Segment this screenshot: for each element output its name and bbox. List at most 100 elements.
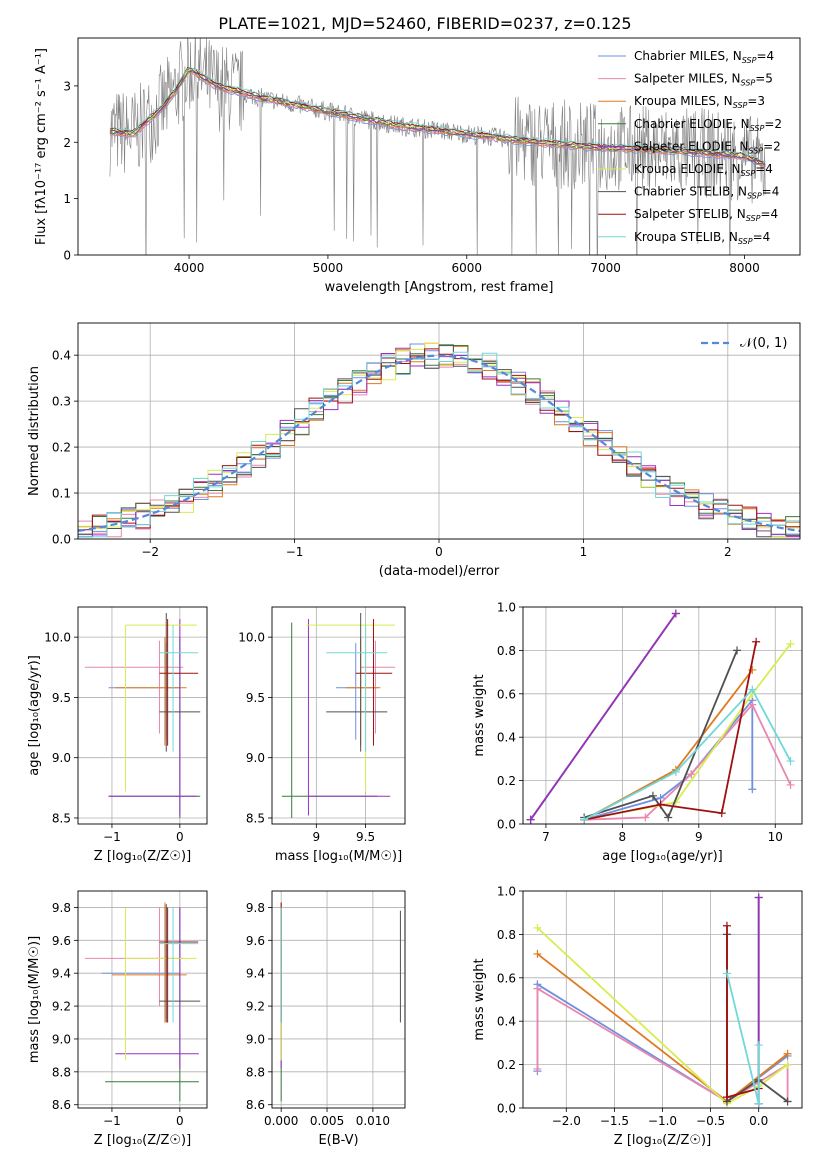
residuals-marks	[78, 342, 800, 538]
weight-line-salpeter-stelib	[726, 925, 759, 1099]
y-tick-label: 1.0	[497, 885, 516, 899]
errorbar-point	[159, 904, 201, 1023]
y-axis-label: mass weight	[472, 958, 487, 1040]
y-tick-label: 0.4	[497, 731, 516, 745]
x-tick-label: −0.5	[696, 1114, 725, 1128]
weight-line-salpeter-elodie	[529, 612, 677, 821]
spectrum-legend: Chabrier MILES, NSSP=4 Salpeter MILES, NS…	[598, 49, 782, 246]
weight-marker	[648, 791, 657, 800]
weight-marker	[717, 809, 726, 818]
mass_vs_Z-frame	[77, 890, 208, 1109]
y-tick-label: 9.5	[52, 691, 71, 705]
x-tick-label: −1.5	[600, 1114, 629, 1128]
weight-line-chabrier-stelib	[726, 934, 789, 1104]
errorbar-point	[307, 619, 391, 816]
legend-entry: 𝒩(0, 1)	[740, 336, 787, 351]
x-tick-label: 6000	[451, 261, 482, 275]
y-tick-label: 0	[63, 249, 71, 263]
y-axis-label: mass weight	[472, 674, 487, 756]
errorbar-point	[306, 624, 396, 792]
x-tick-label: 7	[542, 830, 550, 844]
y-tick-label: 8.8	[52, 1065, 71, 1079]
x-axis-label: Z [log₁₀(Z/Z☉)]	[614, 1133, 711, 1148]
model-spectrum-chabrier-miles	[109, 71, 766, 170]
errorbar-point	[125, 624, 197, 792]
y-tick-label: 3	[63, 79, 71, 93]
weight-line-salpeter-stelib	[584, 641, 757, 821]
weight-marker	[671, 609, 680, 618]
residuals-frame	[77, 322, 801, 540]
errorbar-point	[125, 907, 197, 1061]
weight-marker	[783, 1060, 792, 1069]
x-tick-label: 5000	[313, 261, 344, 275]
x-tick-label: 0	[176, 830, 184, 844]
errorbar-point	[115, 907, 199, 1069]
y-tick-label: 0.2	[52, 441, 71, 455]
weight_vs_age-frame	[522, 606, 803, 825]
errorbar-point	[159, 619, 199, 746]
y-axis-label: mass [log₁₀(M/M☉)]	[27, 936, 42, 1063]
weight-marker	[748, 785, 757, 794]
x-tick-label: −1.0	[648, 1114, 677, 1128]
spectrum-frame	[77, 37, 801, 256]
mass_vs_EBV-axes: 0.000 0.005 0.010 8.6 8.8 9.0 9.2 9.4 9.6 9.8 E(B-…	[246, 891, 405, 1148]
y-tick-label: 1.0	[497, 601, 516, 615]
legend-entry: Kroupa ELODIE, NSSP=4	[634, 162, 773, 178]
y-tick-label: 0.4	[52, 349, 71, 363]
x-tick-label: 0.010	[356, 1114, 390, 1128]
weight-marker	[533, 949, 542, 958]
y-tick-label: 9.8	[52, 901, 71, 915]
x-tick-label: −1	[103, 1114, 121, 1128]
weight_vs_age-marks	[526, 609, 795, 824]
y-axis-label: Normed distribution	[27, 366, 42, 496]
model-spectrum-salpeter-miles	[109, 71, 766, 168]
x-axis-label: (data-model)/error	[379, 564, 500, 579]
weight-marker	[641, 813, 650, 822]
legend-entry: Chabrier MILES, NSSP=4	[634, 49, 774, 65]
y-axis-label: Flux [fλ10⁻¹⁷ erg cm⁻² s⁻¹ A⁻¹]	[34, 48, 49, 245]
data-spectrum-line	[109, 38, 766, 255]
spectrum-marks	[109, 38, 766, 255]
y-tick-label: 0.6	[497, 971, 516, 985]
y-tick-label: 9.8	[246, 901, 265, 915]
y-tick-label: 0.2	[497, 774, 516, 788]
weight-line-kroupa-elodie	[536, 927, 789, 1105]
y-tick-label: 9.4	[52, 967, 71, 981]
errorbar-point	[159, 907, 199, 1023]
weight-line-kroupa-stelib	[583, 687, 792, 821]
x-axis-label: Z [log₁₀(Z/Z☉)]	[94, 1133, 191, 1148]
y-tick-label: 0.3	[52, 395, 71, 409]
x-tick-label: −1	[103, 830, 121, 844]
weight-marker	[533, 984, 542, 993]
x-axis-label: wavelength [Angstrom, rest frame]	[325, 280, 554, 295]
errorbar-point	[105, 907, 199, 1102]
x-axis-label: Z [log₁₀(Z/Z☉)]	[94, 849, 191, 864]
mass_vs_EBV-frame	[271, 890, 406, 1109]
y-tick-label: 8.6	[52, 1098, 71, 1112]
errorbar-point	[360, 640, 396, 734]
weight-marker	[533, 923, 542, 932]
errorbar-point	[159, 613, 201, 752]
weight-line-kroupa-miles	[583, 669, 754, 821]
age_vs_mass-frame	[271, 606, 406, 825]
y-tick-label: 1	[63, 192, 71, 206]
errorbar-point	[108, 643, 180, 740]
legend-entry: Salpeter ELODIE, NSSP=2	[634, 139, 781, 155]
gaussian-curve	[78, 354, 800, 532]
weight-marker	[687, 770, 696, 779]
weight-marker	[748, 685, 757, 694]
y-tick-label: 10.0	[44, 631, 71, 645]
model-spectrum-salpeter-elodie	[109, 69, 766, 166]
errorbar-point	[108, 637, 201, 818]
y-tick-label: 9.4	[246, 967, 265, 981]
weight-marker	[664, 813, 673, 822]
y-tick-label: 0.4	[497, 1015, 516, 1029]
x-axis-label: E(B-V)	[318, 1133, 358, 1148]
model-spectrum-kroupa-stelib	[109, 66, 766, 163]
errorbar-point	[355, 619, 393, 746]
errorbar-point	[111, 902, 187, 1023]
errorbar-point	[336, 643, 378, 740]
legend-entry: Salpeter MILES, NSSP=5	[634, 72, 773, 88]
model-spectrum-chabrier-stelib	[109, 66, 766, 165]
mass_vs_EBV-marks	[280, 902, 401, 1102]
